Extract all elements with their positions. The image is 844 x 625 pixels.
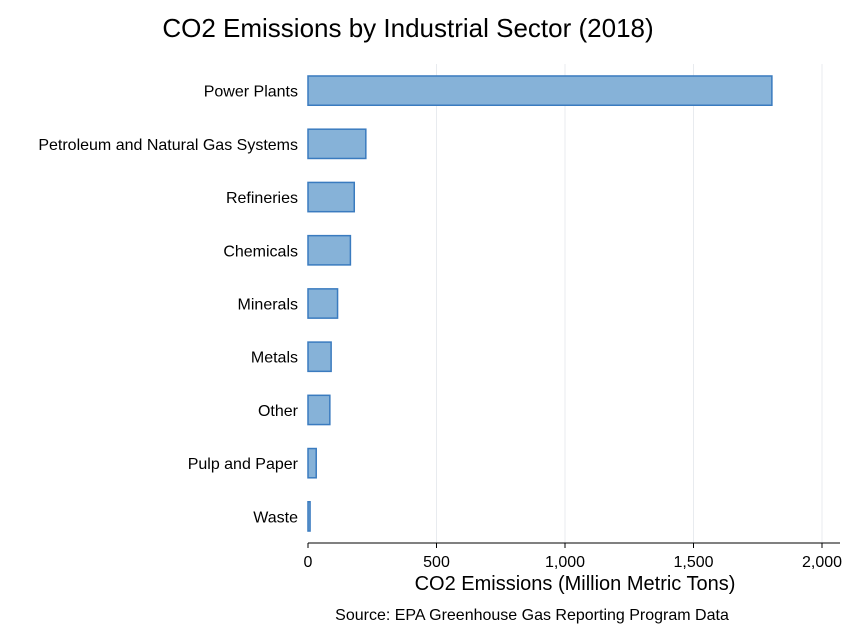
bar [307,447,317,479]
x-tick-label: 1,000 [545,554,585,571]
category-label: Waste [253,509,298,526]
x-axis-ticks: 0 500 1,000 1,500 2,000 [304,543,842,571]
x-tick-label: 0 [304,554,313,571]
category-label: Petroleum and Natural Gas Systems [38,137,298,154]
category-label: Minerals [238,297,298,314]
category-label: Other [258,403,299,420]
category-labels: Power Plants Petroleum and Natural Gas Sy… [38,84,298,527]
bar [307,75,773,106]
x-tick-label: 500 [423,554,450,571]
bar [307,288,339,319]
bar [307,394,331,426]
bars [307,75,773,532]
bar [307,341,332,373]
category-label: Refineries [226,190,298,207]
bar [307,234,352,266]
bar [307,501,311,532]
x-tick-label: 1,500 [673,554,713,571]
bar [307,128,367,160]
category-label: Power Plants [204,84,298,101]
category-label: Pulp and Paper [188,456,299,473]
source-note: Source: EPA Greenhouse Gas Reporting Pro… [335,607,729,624]
category-label: Metals [251,350,298,367]
gridlines [436,64,823,543]
x-tick-label: 2,000 [802,554,842,571]
chart-title: CO2 Emissions by Industrial Sector (2018… [162,13,653,43]
bar [307,181,356,213]
category-label: Chemicals [223,243,298,260]
x-axis-label: CO2 Emissions (Million Metric Tons) [415,573,736,595]
